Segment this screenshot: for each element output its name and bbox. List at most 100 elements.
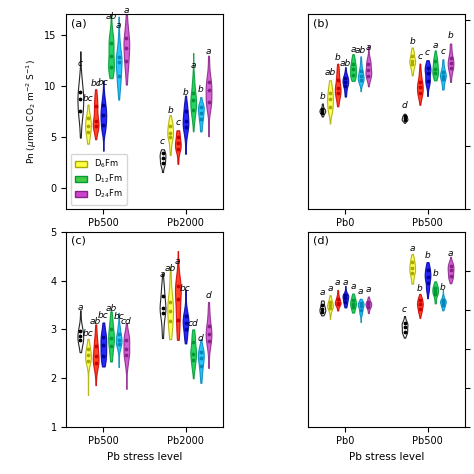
Point [416,83,424,91]
Text: bc: bc [90,79,101,88]
Point [334,300,341,308]
Point [409,57,416,64]
Point [123,352,130,359]
Point [115,53,122,61]
Point [424,77,431,85]
Point [100,333,107,341]
Point [76,332,84,340]
Point [100,111,107,119]
Point [431,290,439,298]
Text: c: c [160,137,165,146]
Point [447,262,455,270]
Text: a: a [358,287,364,296]
Text: a: a [175,257,181,266]
Point [107,334,115,342]
Text: c: c [440,47,446,56]
Point [84,122,92,130]
Point [349,300,357,307]
Point [401,115,408,122]
Point [349,303,357,310]
Point [401,112,408,120]
Text: c: c [175,118,180,127]
Point [424,266,431,274]
Point [166,298,174,306]
Point [357,302,365,310]
Point [100,121,107,129]
Point [182,117,189,125]
Point [100,352,107,359]
Text: cd: cd [188,319,199,328]
Point [166,122,174,130]
Point [365,60,372,68]
Point [349,60,357,68]
Point [190,90,197,97]
Text: bc: bc [113,311,124,320]
Point [174,283,182,290]
Point [190,96,197,104]
Text: b: b [410,37,415,46]
Point [319,109,326,117]
Text: a: a [124,6,129,15]
Text: a: a [343,277,348,286]
Text: a: a [335,278,340,287]
Point [159,309,166,317]
Text: b: b [447,31,454,40]
Point [76,107,84,114]
Point [424,64,431,72]
Point [123,44,130,52]
Point [326,103,334,110]
Text: a: a [350,282,356,291]
Point [182,312,189,319]
Point [174,134,182,141]
Point [84,128,92,136]
Text: a: a [160,270,165,279]
Text: bc: bc [98,78,109,87]
Point [92,102,100,110]
Text: bc: bc [180,283,191,292]
Text: c: c [418,53,422,62]
Point [115,58,122,66]
Point [205,79,212,86]
Point [115,72,122,80]
Point [174,295,182,302]
Point [123,345,130,353]
Point [197,109,205,117]
Point [416,301,424,308]
Text: c: c [425,48,430,57]
Point [197,355,205,362]
Legend: D$_6$Fm, D$_{12}$Fm, D$_{24}$Fm: D$_6$Fm, D$_{12}$Fm, D$_{24}$Fm [71,154,127,205]
Point [115,340,122,348]
Point [409,52,416,60]
Point [197,348,205,356]
Point [319,301,326,309]
Point [205,87,212,94]
Text: b: b [319,92,325,101]
Text: b: b [198,85,204,94]
Point [326,304,334,312]
Text: a: a [432,41,438,50]
Point [76,88,84,96]
Point [84,351,92,359]
Point [357,73,365,80]
Text: a: a [206,47,211,56]
Point [319,305,326,313]
Point [357,68,365,75]
Point [424,279,431,287]
X-axis label: Pb stress level: Pb stress level [349,452,424,462]
Text: d: d [206,291,211,300]
Text: cd: cd [121,317,132,326]
Point [342,78,349,86]
Point [205,337,212,345]
Point [447,266,455,274]
Point [205,99,212,106]
Point [197,103,205,110]
Point [115,336,122,344]
Point [159,154,166,162]
Text: (d): (d) [313,236,329,246]
Text: ab: ab [105,12,117,21]
Point [107,40,115,47]
Point [334,85,341,92]
Point [92,122,100,129]
Point [190,356,197,364]
Point [431,287,439,294]
